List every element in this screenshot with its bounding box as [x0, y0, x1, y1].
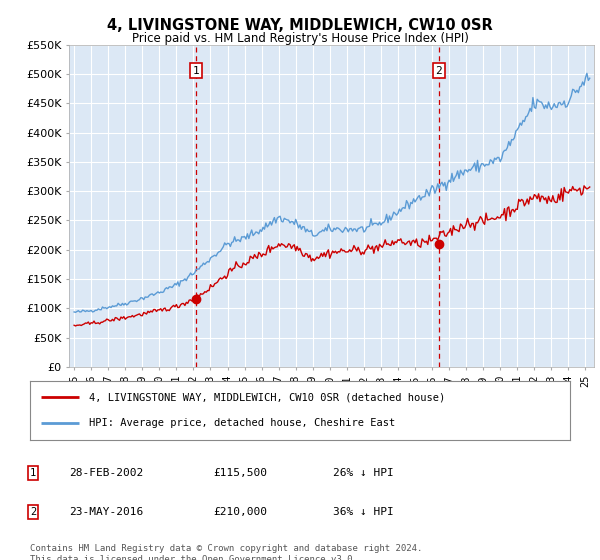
Text: 23-MAY-2016: 23-MAY-2016 — [69, 507, 143, 517]
Text: Contains HM Land Registry data © Crown copyright and database right 2024.
This d: Contains HM Land Registry data © Crown c… — [30, 544, 422, 560]
Text: 26% ↓ HPI: 26% ↓ HPI — [333, 468, 394, 478]
Text: 28-FEB-2002: 28-FEB-2002 — [69, 468, 143, 478]
Text: HPI: Average price, detached house, Cheshire East: HPI: Average price, detached house, Ches… — [89, 418, 395, 428]
Text: 1: 1 — [193, 66, 200, 76]
Text: 2: 2 — [436, 66, 442, 76]
Text: 4, LIVINGSTONE WAY, MIDDLEWICH, CW10 0SR (detached house): 4, LIVINGSTONE WAY, MIDDLEWICH, CW10 0SR… — [89, 392, 446, 402]
Text: 2: 2 — [30, 507, 36, 517]
Text: £210,000: £210,000 — [213, 507, 267, 517]
Text: 1: 1 — [30, 468, 36, 478]
Text: £115,500: £115,500 — [213, 468, 267, 478]
Text: 36% ↓ HPI: 36% ↓ HPI — [333, 507, 394, 517]
Text: 4, LIVINGSTONE WAY, MIDDLEWICH, CW10 0SR: 4, LIVINGSTONE WAY, MIDDLEWICH, CW10 0SR — [107, 18, 493, 34]
Text: Price paid vs. HM Land Registry's House Price Index (HPI): Price paid vs. HM Land Registry's House … — [131, 32, 469, 45]
